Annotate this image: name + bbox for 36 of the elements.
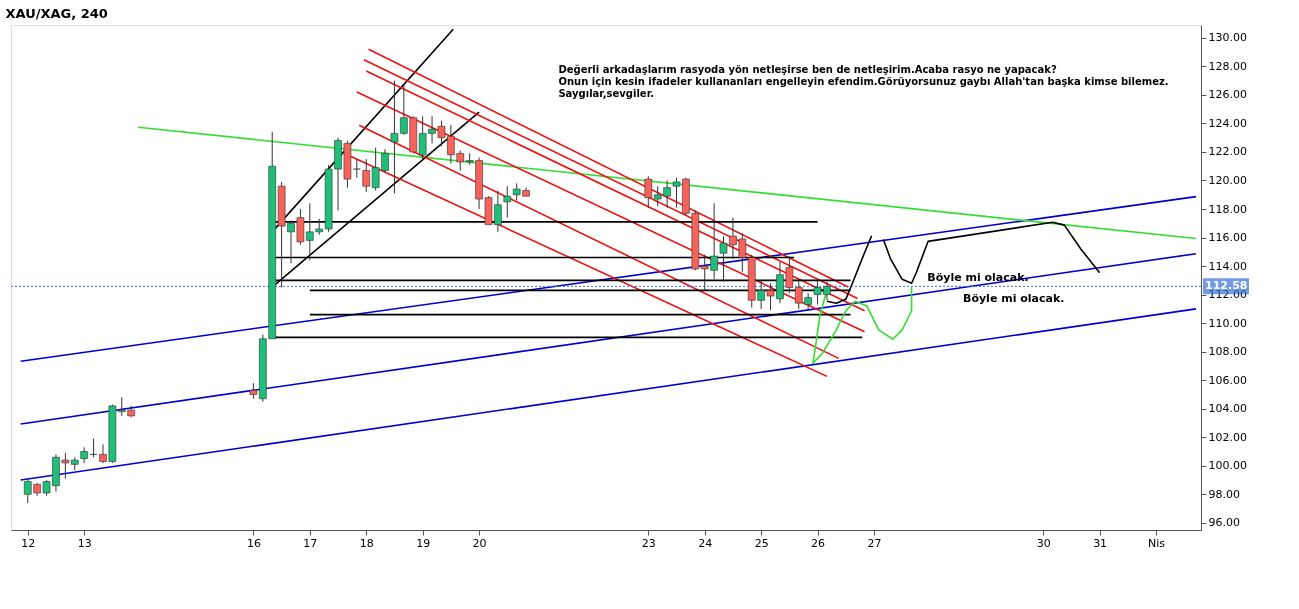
annotation: Değerli arkadaşlarım rasyoda yön netleşirse ben de netleşirim.Acaba rasyo ne yapacak? Onun için kesin ifadeler kullananları engelleyin efendim.Görüyorsunuz gaybı Allah'tan başka kimse bilemez. Saygılar,sevgiler. [558, 64, 1169, 99]
y-tick-label: 122.00 [1208, 145, 1247, 159]
annotation: Böyle mi olacak. [963, 291, 1065, 305]
y-tick-label: 128.00 [1208, 59, 1247, 73]
x-tick-label: Nis [1148, 536, 1166, 550]
x-tick-label: 13 [77, 536, 92, 550]
x-tick-label: 19 [416, 536, 431, 550]
x-tick-label: 23 [641, 536, 656, 550]
y-tick-label: 98.00 [1208, 487, 1240, 501]
x-tick-label: 24 [698, 536, 713, 550]
x-tick-label: 27 [867, 536, 882, 550]
y-tick-label: 100.00 [1208, 459, 1247, 473]
y-tick-label: 124.00 [1208, 116, 1247, 130]
x-tick-label: 26 [811, 536, 826, 550]
y-tick-label: 102.00 [1208, 430, 1247, 444]
y-tick-label: 114.00 [1208, 259, 1247, 273]
x-tick-label: 31 [1093, 536, 1108, 550]
y-tick-label: 110.00 [1208, 316, 1247, 330]
y-tick-label: 126.00 [1208, 88, 1247, 102]
y-tick-label: 120.00 [1208, 173, 1247, 187]
y-tick-label: 118.00 [1208, 202, 1247, 216]
x-tick-label: 17 [303, 536, 318, 550]
x-tick-label: 25 [754, 536, 769, 550]
y-tick-label: 96.00 [1208, 516, 1240, 530]
x-tick-label: 12 [21, 536, 36, 550]
x-tick-label: 16 [246, 536, 261, 550]
y-tick-label: 116.00 [1208, 231, 1247, 245]
y-tick-label: 106.00 [1208, 373, 1247, 387]
chart-title: XAU/XAG, 240 [5, 6, 108, 21]
y-tick-label: 108.00 [1208, 345, 1247, 359]
annotation: Böyle mi olacak. [927, 271, 1029, 285]
x-tick-label: 20 [472, 536, 487, 550]
y-tick-label: 130.00 [1208, 31, 1247, 45]
y-tick-label: 104.00 [1208, 402, 1247, 416]
x-tick-label: 30 [1036, 536, 1051, 550]
x-tick-label: 18 [359, 536, 374, 550]
